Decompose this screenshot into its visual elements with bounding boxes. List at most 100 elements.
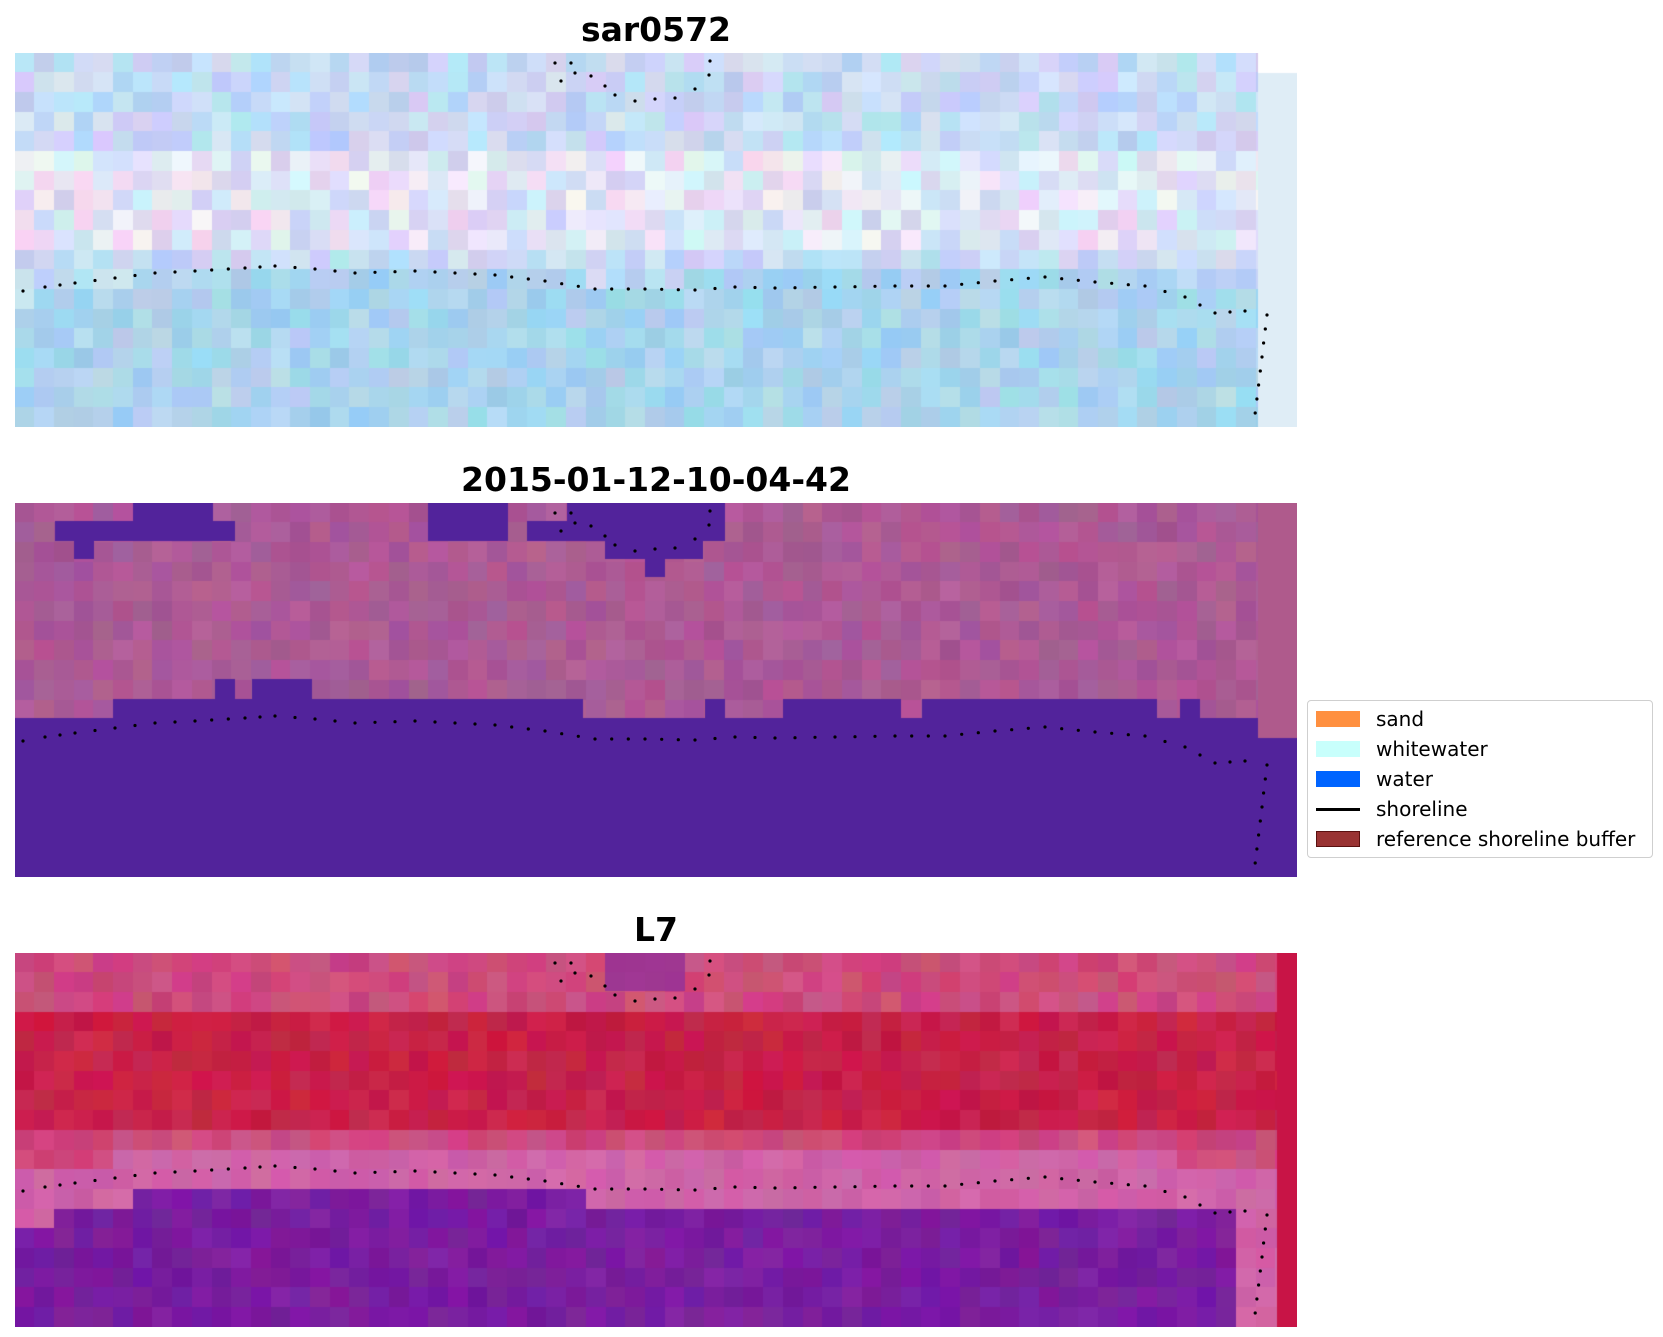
classified-image	[15, 503, 1297, 877]
shoreline-dot	[1265, 313, 1269, 317]
shoreline-dot	[976, 731, 980, 735]
shoreline-dot	[353, 1171, 357, 1175]
legend-item-reference-buffer: reference shoreline buffer	[1316, 824, 1635, 854]
shoreline-dot	[1060, 277, 1064, 281]
shoreline-dot	[1228, 310, 1232, 314]
shoreline-dot	[707, 973, 711, 977]
shoreline-dot	[643, 287, 647, 291]
shoreline-dot	[293, 265, 297, 270]
shoreline-dot	[676, 1188, 680, 1192]
shoreline-dot	[1110, 281, 1114, 285]
index-image-panel	[15, 953, 1297, 1327]
shoreline-dot	[833, 1185, 837, 1189]
shoreline-dot	[473, 272, 477, 276]
shoreline-dot	[510, 275, 514, 279]
shoreline-dot	[1076, 1178, 1080, 1182]
shoreline-dot	[603, 534, 607, 538]
shoreline-dot	[753, 285, 757, 290]
shoreline-dot	[258, 1165, 262, 1169]
shoreline-dot	[773, 286, 777, 290]
shoreline-dot	[73, 281, 77, 285]
shoreline-dot	[273, 264, 277, 268]
shoreline-dot	[613, 93, 617, 97]
shoreline-dot	[333, 719, 337, 723]
shoreline-dot	[1243, 759, 1247, 763]
shoreline-dot	[569, 511, 573, 515]
shoreline-dot	[153, 271, 157, 275]
index-image	[15, 953, 1297, 1327]
sar-image-panel	[15, 53, 1297, 427]
shoreline-dot	[1228, 1210, 1232, 1214]
shoreline-dot	[21, 1189, 25, 1193]
shoreline-dot	[976, 1181, 980, 1185]
shoreline-dot	[813, 735, 817, 739]
shoreline-dot	[1260, 1255, 1264, 1259]
legend-label: whitewater	[1376, 737, 1488, 761]
shoreline-dot	[43, 285, 47, 289]
shoreline-dot	[553, 61, 557, 65]
shoreline-dot	[610, 1187, 614, 1191]
shoreline-dot	[1183, 295, 1187, 299]
shoreline-dot	[313, 267, 317, 271]
shoreline-dot	[58, 733, 62, 737]
panel-title-date: 2015-01-12-10-04-42	[461, 460, 851, 499]
shoreline-dot	[1143, 284, 1147, 288]
shoreline-dot	[1243, 1209, 1247, 1213]
sar-image	[15, 53, 1297, 427]
legend-label: sand	[1376, 707, 1425, 731]
shoreline-dot	[943, 1184, 947, 1188]
shoreline-dot	[113, 726, 117, 730]
shoreline-dot	[243, 716, 247, 720]
shoreline-dot	[1110, 731, 1114, 735]
shoreline-dot	[893, 734, 897, 738]
shoreline-dot	[543, 729, 547, 733]
shoreline-dot	[393, 1170, 397, 1174]
shoreline-dot	[1183, 1195, 1187, 1199]
shoreline-dot	[473, 722, 477, 726]
shoreline-dot	[660, 287, 664, 291]
shoreline-dot	[910, 284, 914, 288]
shoreline-dot	[58, 1183, 62, 1187]
shoreline-dot	[153, 721, 157, 725]
shoreline-dot	[526, 1177, 530, 1181]
shoreline-dot	[1093, 1180, 1097, 1184]
shoreline-dot	[193, 1169, 197, 1173]
shoreline-dot	[1163, 739, 1167, 744]
shoreline-dot	[1093, 730, 1097, 734]
shoreline-dot	[559, 529, 563, 533]
shoreline-dot	[773, 1186, 777, 1190]
shoreline-dot	[833, 285, 837, 289]
shoreline-dot	[660, 737, 664, 741]
shoreline-dot	[433, 1170, 437, 1174]
shoreline-dot	[960, 1182, 964, 1186]
shoreline-dot	[453, 1171, 457, 1175]
shoreline-dot	[58, 283, 62, 287]
shoreline-dot	[813, 285, 817, 289]
shoreline-dot	[226, 267, 230, 271]
shoreline-dot	[1255, 847, 1259, 851]
shoreline-dot	[873, 1184, 877, 1188]
reference-buffer-swatch	[1316, 831, 1360, 847]
shoreline-dot	[333, 1169, 337, 1173]
shoreline-dot	[793, 1186, 797, 1190]
shoreline-dot	[593, 737, 597, 741]
shoreline-dot	[1010, 1178, 1014, 1182]
shoreline-dot	[559, 79, 563, 83]
shoreline-dot	[1228, 760, 1232, 764]
shoreline-dot	[526, 727, 530, 731]
shoreline-dot	[553, 511, 557, 515]
shoreline-dot	[773, 736, 777, 740]
shoreline-dot	[610, 287, 614, 291]
shoreline-dot	[413, 269, 417, 273]
shoreline-dot	[733, 735, 737, 739]
shoreline-dot	[493, 273, 497, 277]
shoreline-dot	[353, 271, 357, 275]
shoreline-dot	[1043, 725, 1047, 729]
shoreline-dot	[243, 266, 247, 270]
shoreline-dot	[643, 1187, 647, 1191]
shoreline-dot	[393, 720, 397, 724]
shoreline-dot	[603, 984, 607, 988]
shoreline-dot	[708, 959, 712, 963]
shoreline-dot	[676, 738, 680, 742]
shoreline-dot	[573, 971, 577, 975]
